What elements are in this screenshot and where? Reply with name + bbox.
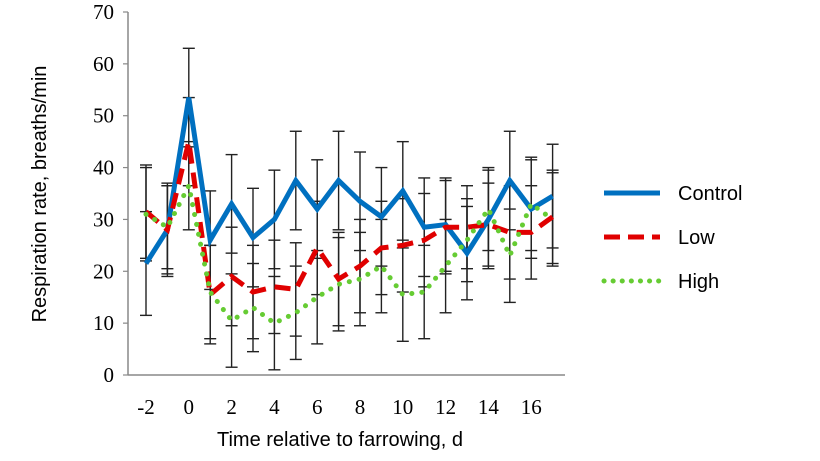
x-tick-label: 2 — [226, 395, 237, 419]
x-axis-title: Time relative to farrowing, d — [217, 429, 463, 451]
y-axis-title: Respiration rate, breaths/min — [29, 66, 51, 323]
x-tick-label: 4 — [269, 395, 280, 419]
y-tick-label: 70 — [93, 0, 114, 24]
x-tick-label: 0 — [184, 395, 195, 419]
series-line-control — [143, 97, 554, 265]
y-tick-label: 20 — [93, 259, 114, 283]
y-tick-label: 60 — [93, 52, 114, 76]
y-tick-label: 50 — [93, 104, 114, 128]
x-tick-label: 10 — [392, 395, 413, 419]
x-tick-label: 8 — [355, 395, 366, 419]
x-tick-label: 6 — [312, 395, 323, 419]
x-tick-label: 16 — [521, 395, 542, 419]
legend-label-control: Control — [678, 183, 742, 205]
y-tick-label: 40 — [93, 156, 114, 180]
y-tick-label: 0 — [104, 363, 115, 387]
x-tick-label: -2 — [137, 395, 155, 419]
series-line-high — [143, 178, 556, 327]
y-tick-label: 30 — [93, 207, 114, 231]
y-tick-label: 10 — [93, 311, 114, 335]
series-line-low — [144, 141, 555, 300]
legend-label-high: High — [678, 271, 719, 293]
x-tick-label: 12 — [435, 395, 456, 419]
legend-label-low: Low — [678, 227, 715, 249]
x-tick-label: 14 — [478, 395, 500, 419]
